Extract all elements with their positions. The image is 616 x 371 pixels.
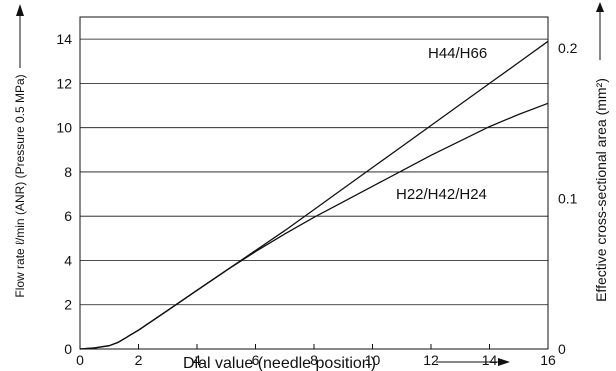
y-axis-label-left: Flow rate ℓ/min (ANR) (Pressure 0.5 MPa): [13, 74, 27, 297]
x-tick-label-5: 10: [365, 352, 381, 368]
x-tick-label-6: 12: [423, 352, 439, 368]
x-tick-label-4: 8: [310, 352, 318, 368]
x-tick-label-0: 0: [76, 352, 84, 368]
x-tick-label-1: 2: [135, 352, 143, 368]
plot-frame: [79, 16, 549, 350]
x-tick-label-2: 4: [193, 352, 201, 368]
x-axis-arrow: [436, 358, 510, 366]
gridlines: [80, 38, 548, 306]
y-tick-label-7: 14: [56, 31, 72, 47]
y-right-tick-label-2: 0.2: [558, 40, 578, 56]
series-label-h22-h42-h24: H22/H42/H24: [396, 186, 487, 203]
y-right-ticks: 0 0.1 0.2: [558, 40, 578, 357]
x-tick-label-3: 6: [252, 352, 260, 368]
x-axis-label: Dial value (needle position): [183, 355, 376, 371]
y-axis-arrow-right: [596, 2, 604, 60]
y-tick-label-2: 4: [64, 252, 72, 268]
series-label-h44-h66: H44/H66: [428, 45, 487, 62]
x-ticks: 0 2 4 6 8 10 12 14 16: [76, 344, 556, 368]
y-tick-label-5: 10: [56, 120, 72, 136]
y-right-tick-label-1: 0.1: [558, 190, 578, 206]
y-right-tick-label-0: 0: [558, 341, 566, 357]
series-lines: [79, 40, 549, 350]
y-tick-label-4: 8: [64, 164, 72, 180]
y-tick-label-1: 2: [64, 297, 72, 313]
y-axis-label-right: Effective cross-sectional area (mm²): [593, 78, 609, 302]
x-tick-label-7: 14: [482, 352, 498, 368]
y-tick-label-0: 0: [64, 341, 72, 357]
y-axis-arrow-left: [16, 4, 24, 68]
y-tick-label-3: 6: [64, 208, 72, 224]
y-ticks: 0 2 4 6 8 10 12 14: [56, 31, 72, 357]
y-tick-label-6: 12: [56, 75, 72, 91]
series-line-1: [79, 102, 549, 350]
x-tick-label-8: 16: [540, 352, 556, 368]
